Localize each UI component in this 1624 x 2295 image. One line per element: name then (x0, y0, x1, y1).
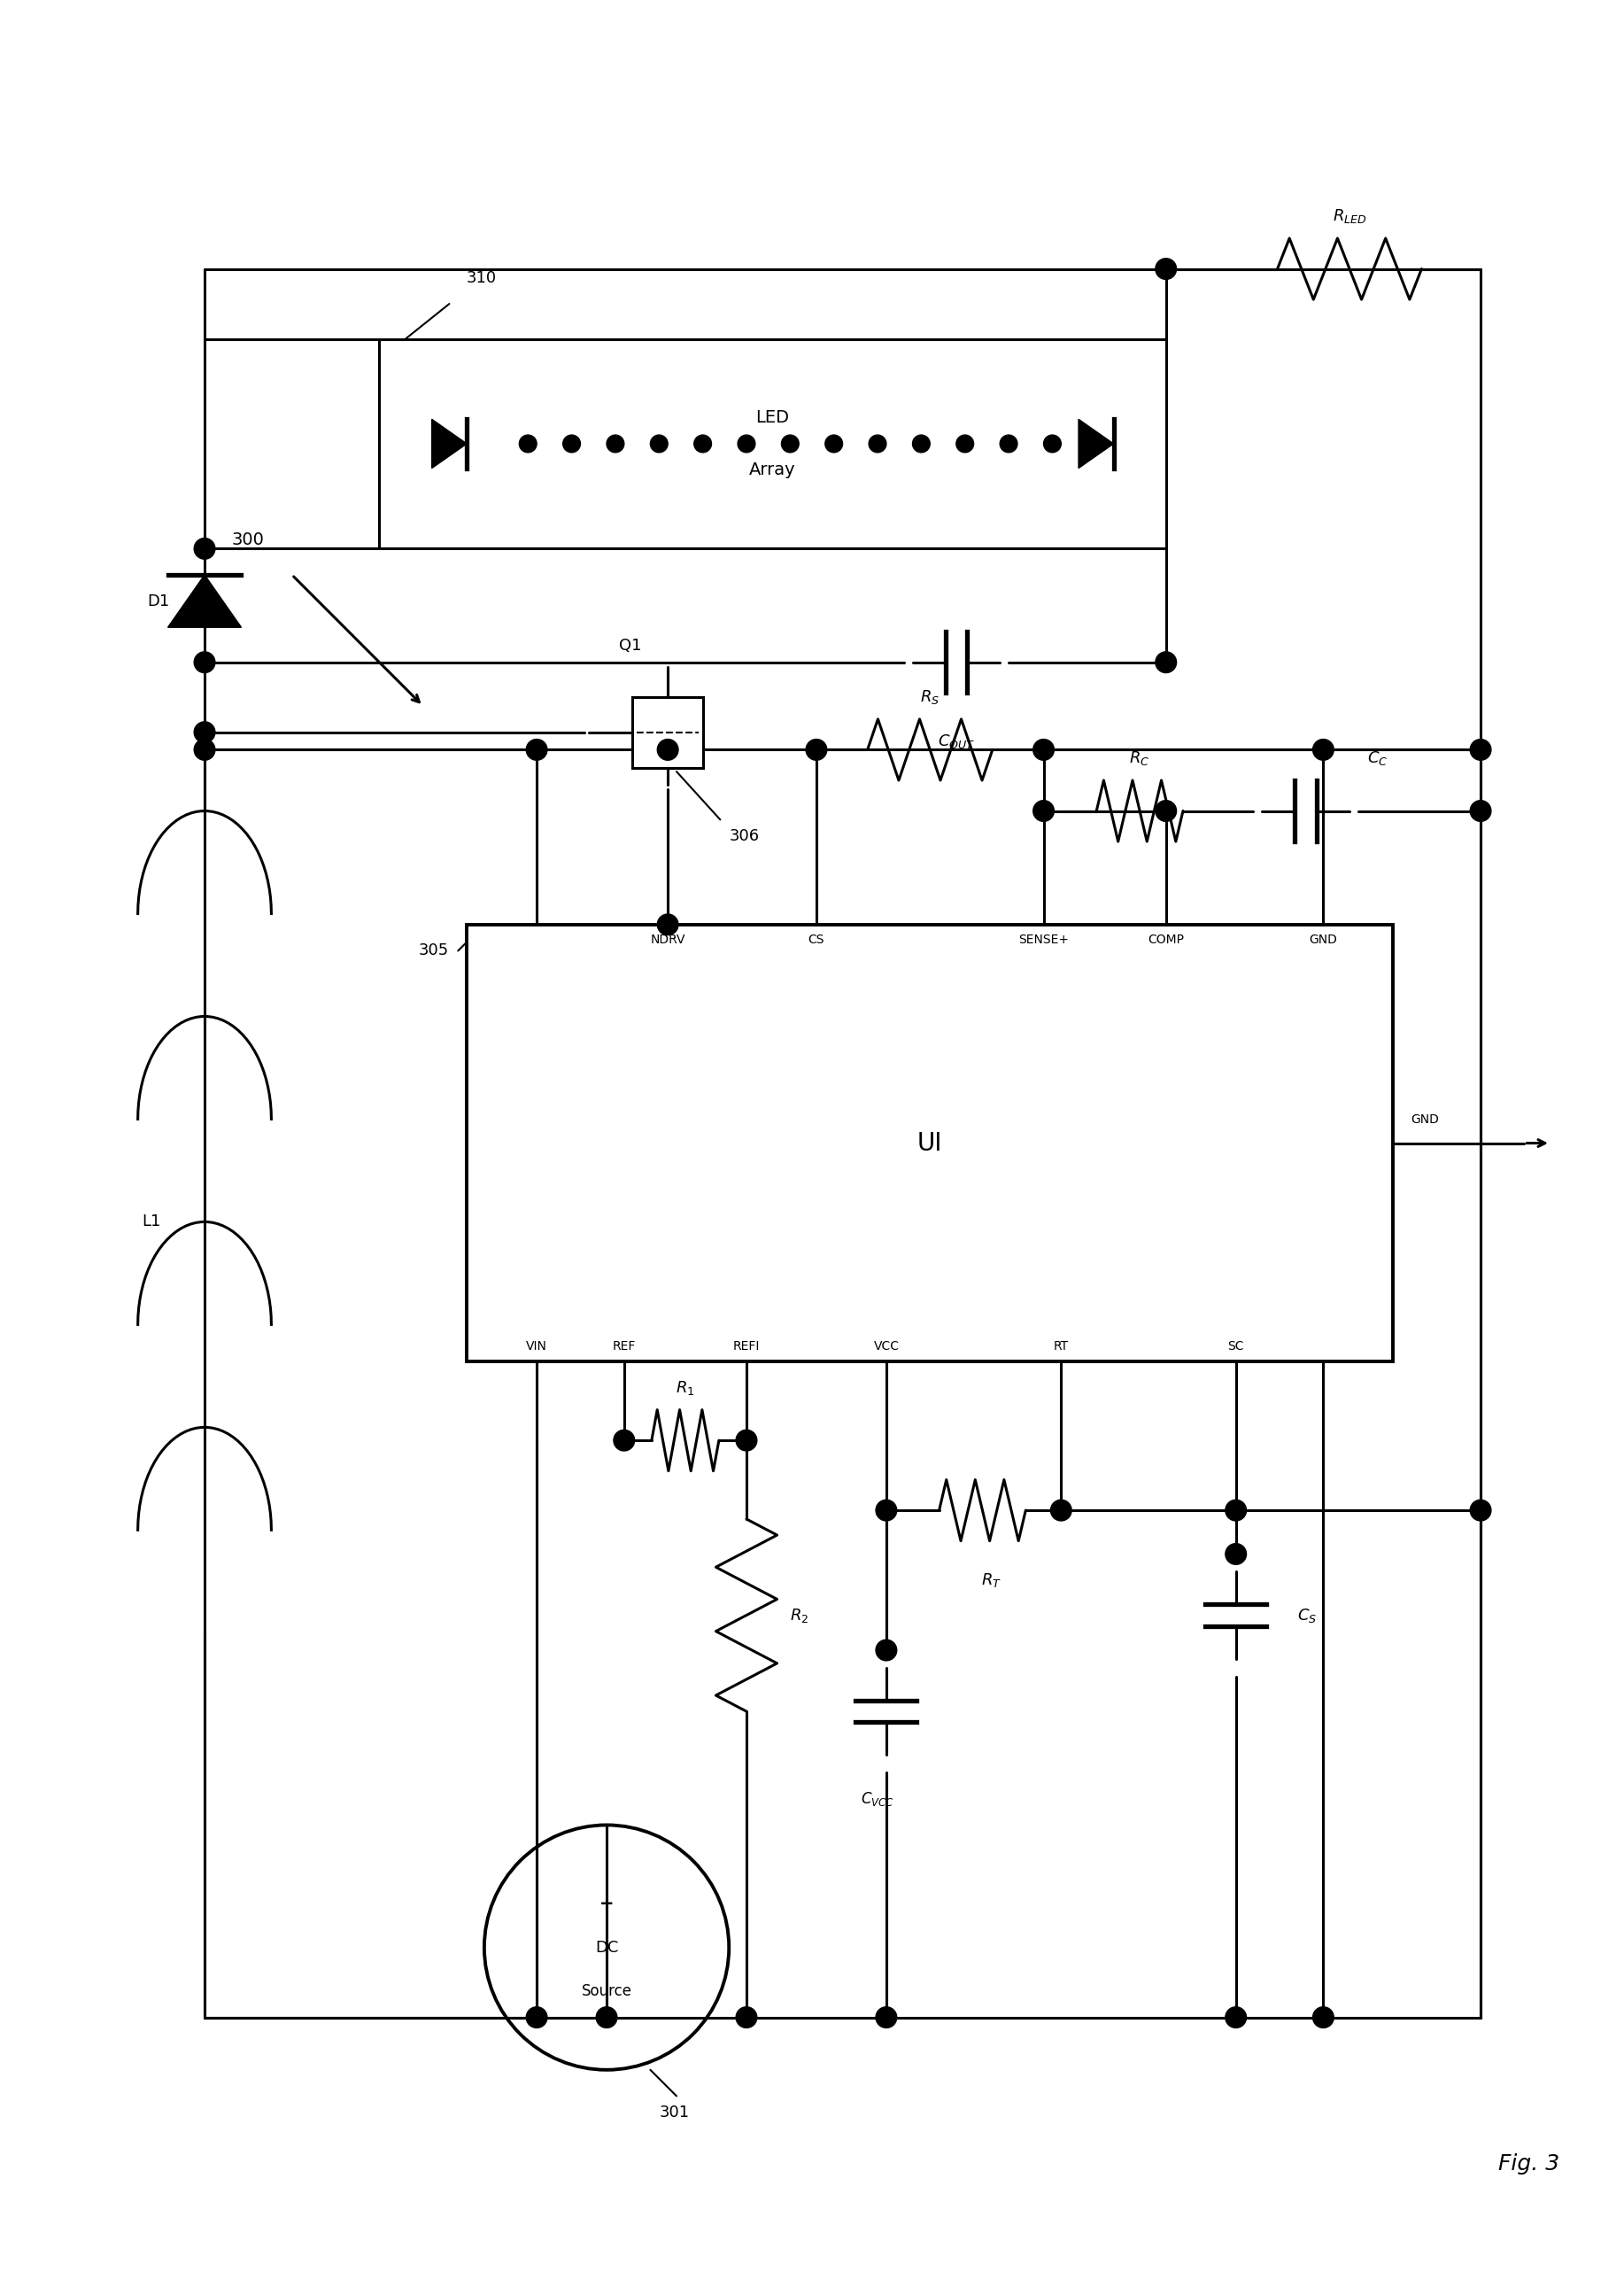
Circle shape (564, 436, 580, 452)
Text: $C_C$: $C_C$ (1367, 750, 1387, 767)
Text: DC: DC (594, 1939, 619, 1955)
Circle shape (520, 436, 536, 452)
Circle shape (658, 913, 679, 934)
Text: D1: D1 (148, 592, 169, 608)
Circle shape (1033, 739, 1054, 760)
Circle shape (1156, 259, 1176, 280)
Circle shape (736, 1430, 757, 1450)
Text: 305: 305 (419, 941, 450, 957)
Circle shape (1470, 739, 1491, 760)
Circle shape (1470, 801, 1491, 822)
Circle shape (913, 436, 931, 452)
Text: VIN: VIN (526, 1340, 547, 1354)
Text: $R_T$: $R_T$ (981, 1572, 1002, 1588)
Circle shape (607, 436, 624, 452)
Text: VCC: VCC (874, 1340, 900, 1354)
Circle shape (1226, 1545, 1246, 1565)
Circle shape (781, 436, 799, 452)
Text: GND: GND (1411, 1113, 1439, 1125)
Text: NDRV: NDRV (650, 934, 685, 946)
Circle shape (825, 436, 843, 452)
Text: $R_{LED}$: $R_{LED}$ (1332, 207, 1367, 225)
Circle shape (693, 436, 711, 452)
Bar (632, 698, 703, 767)
Text: $R_C$: $R_C$ (1129, 750, 1150, 767)
Text: +: + (599, 1896, 614, 1912)
Circle shape (875, 1501, 896, 1522)
Text: 310: 310 (466, 271, 497, 287)
Text: Array: Array (749, 461, 796, 477)
Text: 300: 300 (232, 532, 265, 549)
Bar (380, 340, 1166, 549)
Circle shape (737, 436, 755, 452)
Circle shape (526, 2006, 547, 2029)
Polygon shape (167, 574, 242, 627)
Circle shape (1000, 436, 1017, 452)
Text: SC: SC (1228, 1340, 1244, 1354)
Text: $C_S$: $C_S$ (1298, 1606, 1317, 1625)
Circle shape (1226, 1501, 1246, 1522)
Circle shape (806, 739, 827, 760)
Circle shape (736, 2006, 757, 2029)
Text: UI: UI (918, 1131, 942, 1154)
Circle shape (195, 739, 214, 760)
Text: REF: REF (612, 1340, 635, 1354)
Circle shape (1226, 2006, 1246, 2029)
Circle shape (875, 2006, 896, 2029)
Circle shape (869, 436, 887, 452)
Text: $R_S$: $R_S$ (921, 688, 940, 707)
Text: REFI: REFI (732, 1340, 760, 1354)
Text: 301: 301 (659, 2105, 689, 2121)
Text: $R_1$: $R_1$ (676, 1379, 695, 1398)
Circle shape (526, 739, 547, 760)
Circle shape (614, 1430, 635, 1450)
Circle shape (195, 652, 214, 672)
Circle shape (1312, 739, 1333, 760)
Polygon shape (1078, 420, 1114, 468)
Text: Q1: Q1 (619, 638, 641, 654)
Circle shape (875, 1639, 896, 1662)
Circle shape (1312, 2006, 1333, 2029)
Text: COMP: COMP (1148, 934, 1184, 946)
Text: RT: RT (1054, 1340, 1069, 1354)
Text: L1: L1 (141, 1214, 161, 1230)
Circle shape (1033, 801, 1054, 822)
Text: $R_2$: $R_2$ (791, 1606, 809, 1625)
Circle shape (1051, 1501, 1072, 1522)
Circle shape (195, 721, 214, 744)
Circle shape (1156, 652, 1176, 672)
Text: LED: LED (755, 409, 789, 427)
Text: $C_{OUT}$: $C_{OUT}$ (937, 732, 974, 750)
Text: 306: 306 (729, 828, 758, 845)
Text: Source: Source (581, 1983, 632, 1999)
Circle shape (658, 739, 679, 760)
Circle shape (1156, 801, 1176, 822)
Text: Fig. 3: Fig. 3 (1497, 2153, 1559, 2176)
Circle shape (596, 2006, 617, 2029)
Circle shape (195, 537, 214, 560)
Text: GND: GND (1309, 934, 1338, 946)
Circle shape (1044, 436, 1060, 452)
Text: SENSE+: SENSE+ (1018, 934, 1069, 946)
Text: CS: CS (809, 934, 825, 946)
Circle shape (957, 436, 974, 452)
Polygon shape (432, 420, 466, 468)
Circle shape (1470, 1501, 1491, 1522)
Text: $C_{VCC}$: $C_{VCC}$ (861, 1790, 895, 1808)
Circle shape (650, 436, 667, 452)
Bar (466, 925, 1393, 1361)
